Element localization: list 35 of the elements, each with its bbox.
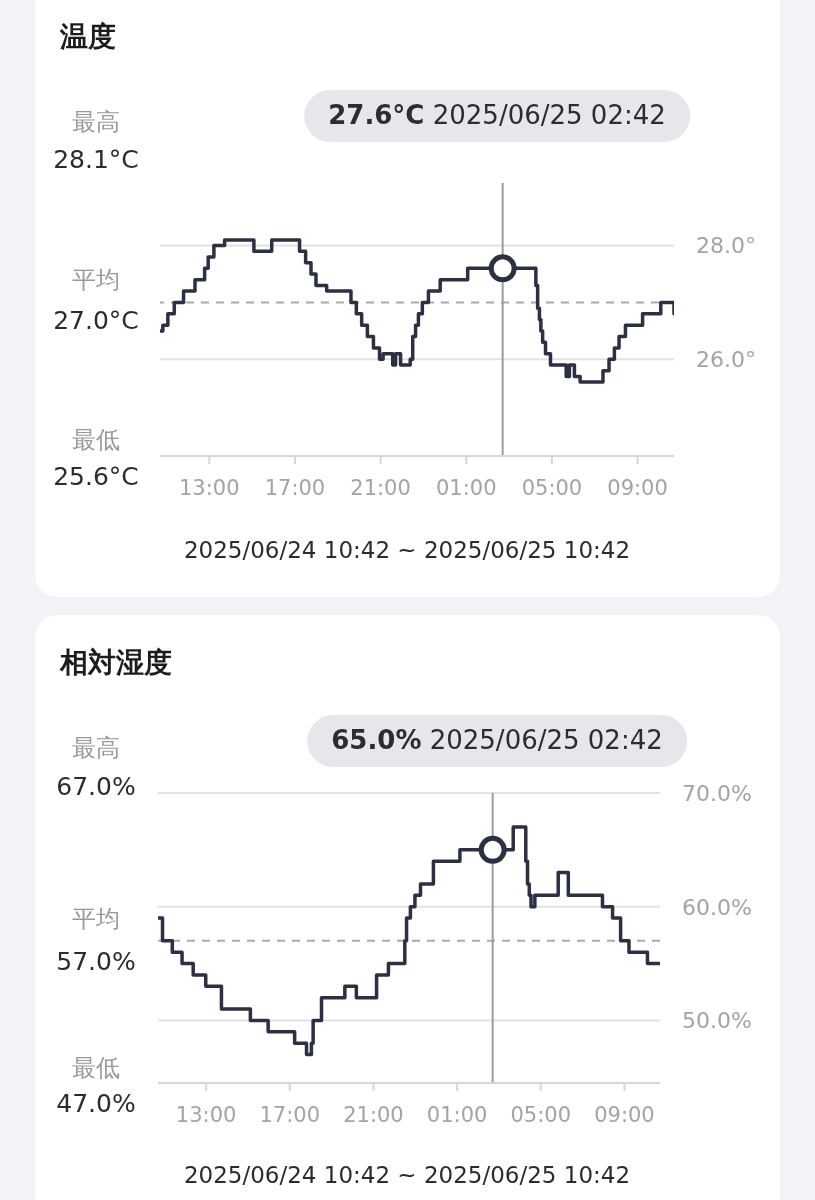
x-tick-label: 05:00 [510, 1102, 572, 1127]
y-tick-label: 26.0° [696, 347, 756, 373]
x-tick-label: 21:00 [350, 475, 411, 500]
text: 最低 [72, 426, 120, 455]
text: 平均 [72, 905, 120, 934]
text: 最高 [72, 108, 120, 137]
x-tick-label: 09:00 [594, 1102, 655, 1127]
text: 28.1°C [53, 144, 139, 175]
text: 最高 [72, 734, 120, 763]
text: 平均 [72, 266, 120, 295]
y-tick-label: 70.0% [682, 780, 752, 806]
x-axis-title: 2025/06/24 10:42 ~ 2025/06/25 10:42 [183, 1161, 631, 1189]
y-tick-label: 60.0% [682, 894, 752, 920]
text: 67.0% [56, 771, 136, 802]
y-tick-label: 28.0° [696, 233, 756, 259]
x-tick-label: 17:00 [264, 475, 326, 500]
x-tick-label: 05:00 [521, 475, 583, 500]
x-tick-label: 21:00 [343, 1102, 404, 1127]
x-tick-label: 13:00 [178, 475, 240, 500]
text: 57.0% [56, 946, 136, 977]
readout-pill: 27.6°C 2025/06/25 02:42 [304, 90, 690, 142]
text: 47.0% [56, 1088, 136, 1119]
x-tick-label: 01:00 [426, 1102, 488, 1127]
text: 最低 [72, 1054, 120, 1083]
x-tick-label: 01:00 [435, 475, 497, 500]
x-tick-label: 13:00 [175, 1102, 237, 1127]
readout-pill: 65.0% 2025/06/25 02:42 [307, 715, 687, 767]
text: 27.0°C [53, 305, 139, 336]
chart-title: 温度 [60, 19, 116, 54]
text: 25.6°C [53, 461, 139, 492]
y-tick-label: 50.0% [682, 1008, 752, 1034]
x-axis-title: 2025/06/24 10:42 ~ 2025/06/25 10:42 [183, 536, 631, 564]
x-tick-label: 09:00 [607, 475, 668, 500]
x-tick-label: 17:00 [259, 1102, 321, 1127]
chart-title: 相対湿度 [60, 645, 172, 680]
